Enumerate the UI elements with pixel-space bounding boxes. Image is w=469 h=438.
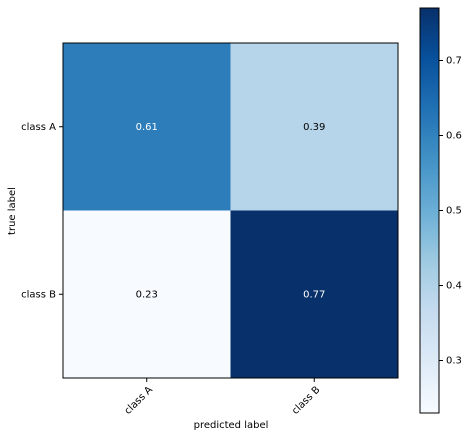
heatmap-cell — [230, 43, 398, 211]
y-tick-label: class A — [21, 122, 56, 133]
cell-label: 0.23 — [136, 289, 158, 300]
cell-label: 0.39 — [303, 122, 325, 133]
x-axis-label: predicted label — [194, 420, 269, 431]
colorbar — [419, 7, 440, 414]
heatmap-cell — [230, 210, 398, 378]
x-tick-label: class A — [123, 384, 156, 417]
heatmap-cell — [63, 210, 231, 378]
colorbar-tick-label: 0.7 — [446, 56, 462, 67]
colorbar-tick-label: 0.3 — [446, 356, 462, 367]
y-axis-label: true label — [7, 187, 18, 235]
heatmap-cell — [63, 43, 231, 211]
cell-label: 0.61 — [136, 122, 158, 133]
cell-label: 0.77 — [303, 289, 325, 300]
plot-frame — [62, 42, 399, 379]
colorbar-tick-label: 0.6 — [446, 131, 462, 142]
x-tick-label: class B — [290, 384, 323, 417]
colorbar-tick-label: 0.4 — [446, 281, 462, 292]
y-tick-label: class B — [21, 289, 56, 300]
colorbar-tick-label: 0.5 — [446, 206, 462, 217]
